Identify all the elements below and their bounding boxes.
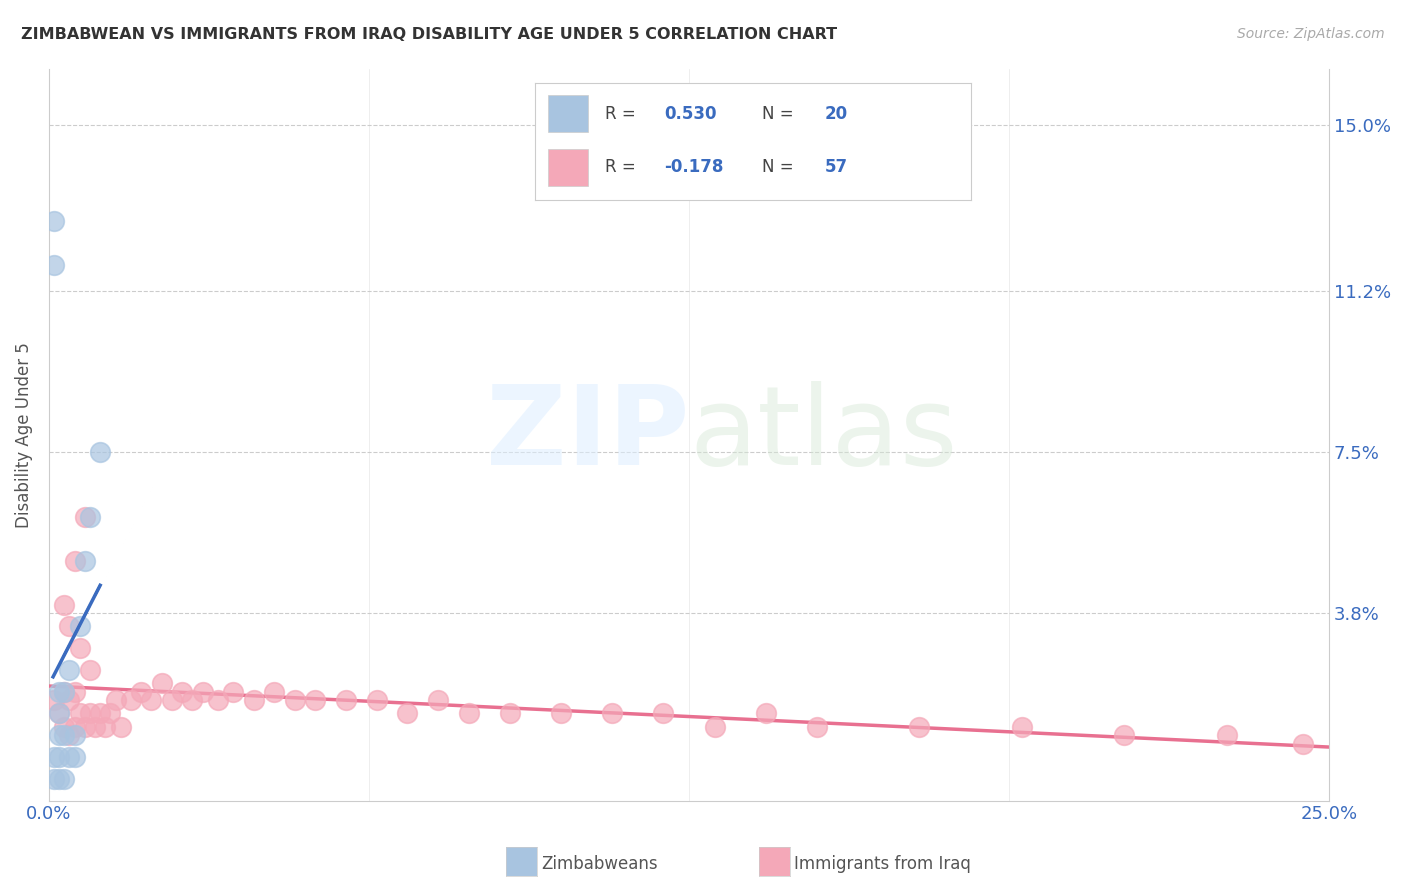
Point bbox=[48, 728, 70, 742]
Point bbox=[73, 554, 96, 568]
Point bbox=[652, 706, 675, 721]
Point bbox=[172, 684, 194, 698]
Point bbox=[100, 706, 122, 721]
Text: ZIMBABWEAN VS IMMIGRANTS FROM IRAQ DISABILITY AGE UNDER 5 CORRELATION CHART: ZIMBABWEAN VS IMMIGRANTS FROM IRAQ DISAB… bbox=[21, 27, 837, 42]
Point bbox=[58, 663, 80, 677]
Point bbox=[48, 750, 70, 764]
Point bbox=[1114, 728, 1136, 742]
Point bbox=[73, 720, 96, 734]
Point bbox=[48, 706, 70, 721]
Point bbox=[600, 706, 623, 721]
Y-axis label: Disability Age Under 5: Disability Age Under 5 bbox=[15, 342, 32, 527]
Point bbox=[79, 510, 101, 524]
Text: Zimbabweans: Zimbabweans bbox=[541, 855, 658, 873]
Point bbox=[79, 706, 101, 721]
Point bbox=[48, 684, 70, 698]
Point bbox=[53, 598, 76, 612]
Point bbox=[104, 693, 127, 707]
Point bbox=[69, 641, 91, 656]
Point bbox=[63, 720, 86, 734]
Point bbox=[141, 693, 163, 707]
Point bbox=[53, 684, 76, 698]
Point bbox=[284, 693, 307, 707]
Point bbox=[48, 772, 70, 786]
Point bbox=[53, 772, 76, 786]
Point bbox=[396, 706, 419, 721]
Point bbox=[427, 693, 450, 707]
Point bbox=[58, 728, 80, 742]
Point bbox=[84, 720, 107, 734]
Point bbox=[263, 684, 285, 698]
Point bbox=[53, 720, 76, 734]
Point bbox=[73, 510, 96, 524]
Point bbox=[304, 693, 326, 707]
Point bbox=[53, 684, 76, 698]
Text: atlas: atlas bbox=[689, 381, 957, 488]
Point bbox=[58, 693, 80, 707]
Point bbox=[499, 706, 522, 721]
Point bbox=[63, 750, 86, 764]
Point bbox=[89, 706, 111, 721]
Point bbox=[63, 684, 86, 698]
Point bbox=[94, 720, 117, 734]
Point bbox=[53, 728, 76, 742]
Point bbox=[181, 693, 204, 707]
Point bbox=[42, 750, 65, 764]
Point bbox=[222, 684, 245, 698]
Point bbox=[42, 258, 65, 272]
Point bbox=[79, 663, 101, 677]
Point bbox=[129, 684, 152, 698]
Text: Immigrants from Iraq: Immigrants from Iraq bbox=[794, 855, 972, 873]
Point bbox=[1215, 728, 1237, 742]
Point bbox=[58, 750, 80, 764]
Point bbox=[908, 720, 931, 734]
Point bbox=[69, 619, 91, 633]
Point bbox=[120, 693, 142, 707]
Point bbox=[207, 693, 229, 707]
Point bbox=[42, 693, 65, 707]
Text: Source: ZipAtlas.com: Source: ZipAtlas.com bbox=[1237, 27, 1385, 41]
Point bbox=[703, 720, 725, 734]
Point bbox=[1011, 720, 1033, 734]
Text: ZIP: ZIP bbox=[485, 381, 689, 488]
Point bbox=[69, 706, 91, 721]
Point bbox=[755, 706, 778, 721]
Point bbox=[58, 619, 80, 633]
Point bbox=[89, 445, 111, 459]
Point bbox=[191, 684, 214, 698]
Point bbox=[550, 706, 572, 721]
Point bbox=[63, 554, 86, 568]
Point bbox=[335, 693, 357, 707]
Point bbox=[42, 772, 65, 786]
Point bbox=[110, 720, 132, 734]
Point bbox=[150, 676, 173, 690]
Point bbox=[1292, 737, 1315, 751]
Point bbox=[160, 693, 183, 707]
Point bbox=[457, 706, 479, 721]
Point bbox=[42, 214, 65, 228]
Point bbox=[63, 728, 86, 742]
Point bbox=[806, 720, 828, 734]
Point bbox=[242, 693, 264, 707]
Point bbox=[48, 706, 70, 721]
Point bbox=[366, 693, 388, 707]
